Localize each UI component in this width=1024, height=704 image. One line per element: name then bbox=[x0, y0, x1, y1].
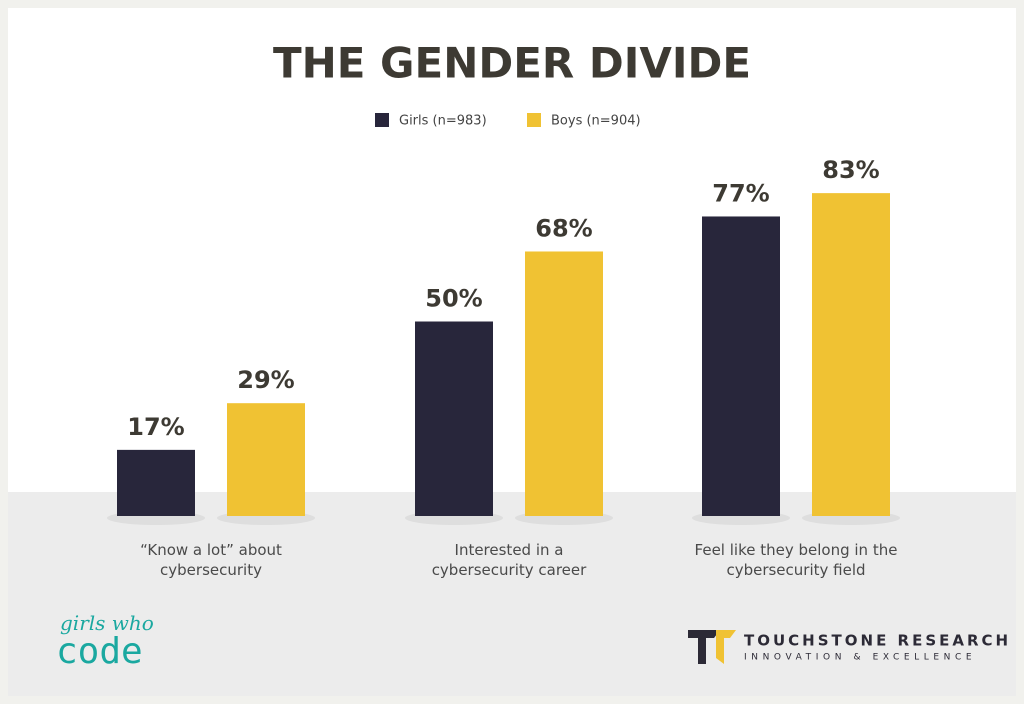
bar bbox=[525, 251, 603, 517]
bar bbox=[117, 449, 195, 516]
logo-block: code bbox=[56, 631, 143, 672]
logo-tagline: INNOVATION & EXCELLENCE bbox=[744, 653, 976, 663]
category-label: Feel like they belong in the cybersecuri… bbox=[694, 541, 898, 579]
legend-label: Girls (n=983) bbox=[399, 114, 487, 129]
bar bbox=[227, 403, 305, 516]
value-label: 83% bbox=[822, 156, 879, 184]
touchstone-mark bbox=[688, 630, 736, 664]
bar bbox=[702, 216, 780, 516]
value-label: 17% bbox=[127, 413, 184, 441]
category-label: Interested in a cybersecurity career bbox=[431, 541, 587, 579]
value-label: 77% bbox=[712, 179, 769, 207]
value-label: 29% bbox=[237, 366, 294, 394]
logo-name: TOUCHSTONE RESEARCH bbox=[744, 632, 1011, 650]
legend-swatch bbox=[527, 113, 541, 127]
legend-label: Boys (n=904) bbox=[551, 114, 641, 129]
legend-swatch bbox=[375, 113, 389, 127]
floor-band bbox=[8, 492, 1016, 696]
logo-script: girls who bbox=[60, 611, 154, 635]
value-label: 50% bbox=[425, 285, 482, 313]
bar bbox=[415, 321, 493, 516]
bar bbox=[812, 193, 890, 516]
value-label: 68% bbox=[535, 214, 592, 242]
category-label: “Know a lot” about cybersecurity bbox=[140, 541, 282, 579]
chart-title: THE GENDER DIVIDE bbox=[273, 39, 751, 88]
